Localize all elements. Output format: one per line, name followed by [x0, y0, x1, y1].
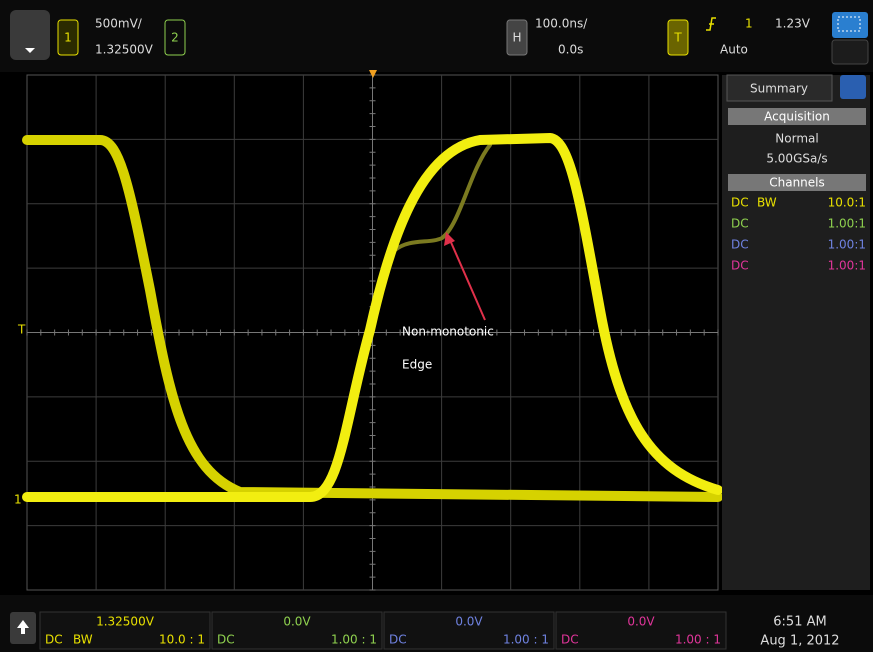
channel-offset: 0.0V	[627, 615, 655, 629]
trigger-level: 1.23V	[775, 17, 811, 31]
annotation-line-1: Non-monotonic	[402, 325, 494, 339]
channel-bw-limit: BW	[757, 196, 777, 210]
trigger-source: 1	[745, 17, 753, 31]
panel-menu-button[interactable]	[840, 75, 866, 99]
channel-coupling: DC	[45, 633, 63, 647]
summary-tab-label: Summary	[750, 82, 808, 96]
channel-probe-ratio: 1.00:1	[828, 238, 866, 252]
trigger-mode: Auto	[720, 43, 748, 57]
horizontal-label: H	[512, 31, 521, 45]
top-bar	[0, 0, 873, 72]
channel-probe-ratio: 1.00 : 1	[503, 633, 549, 647]
ch1-label: 1	[64, 31, 72, 45]
channels-header-text: Channels	[769, 176, 825, 190]
time-delay: 0.0s	[558, 43, 583, 57]
ground-marker: 1	[14, 493, 22, 507]
channel-bw-limit: BW	[73, 633, 93, 647]
channel-probe-ratio: 1.00:1	[828, 217, 866, 231]
channel-coupling: DC	[561, 633, 579, 647]
channel-coupling: DC	[217, 633, 235, 647]
scope-screen: 1 500mV/ 1.32500V 2 H 100.0ns/ 0.0s T 1 …	[0, 0, 873, 652]
channel-coupling: DC	[389, 633, 407, 647]
trigger-level-marker: T	[17, 323, 26, 337]
clock-date: Aug 1, 2012	[760, 634, 839, 649]
channel-coupling: DC	[731, 196, 749, 210]
sample-rate: 5.00GSa/s	[766, 152, 827, 166]
channel-probe-ratio: 1.00 : 1	[331, 633, 377, 647]
channel-probe-ratio: 10.0 : 1	[159, 633, 205, 647]
acquisition-header-text: Acquisition	[764, 110, 830, 124]
measure-button[interactable]	[832, 40, 868, 64]
ch2-label: 2	[171, 31, 179, 45]
clock-time: 6:51 AM	[773, 615, 826, 630]
channel-coupling: DC	[731, 238, 749, 252]
channel-probe-ratio: 10.0:1	[828, 196, 866, 210]
zoom-box-button[interactable]	[832, 12, 868, 38]
ch1-scale: 500mV/	[95, 17, 143, 31]
channel-offset: 1.32500V	[96, 615, 155, 629]
annotation-line-2: Edge	[402, 358, 432, 372]
time-scale: 100.0ns/	[535, 17, 588, 31]
channel-offset: 0.0V	[455, 615, 483, 629]
channel-probe-ratio: 1.00 : 1	[675, 633, 721, 647]
channel-offset: 0.0V	[283, 615, 311, 629]
trigger-label: T	[673, 31, 682, 45]
acquisition-mode: Normal	[775, 132, 818, 146]
ch1-offset: 1.32500V	[95, 43, 154, 57]
channel-coupling: DC	[731, 259, 749, 273]
channel-coupling: DC	[731, 217, 749, 231]
channel-probe-ratio: 1.00:1	[828, 259, 866, 273]
